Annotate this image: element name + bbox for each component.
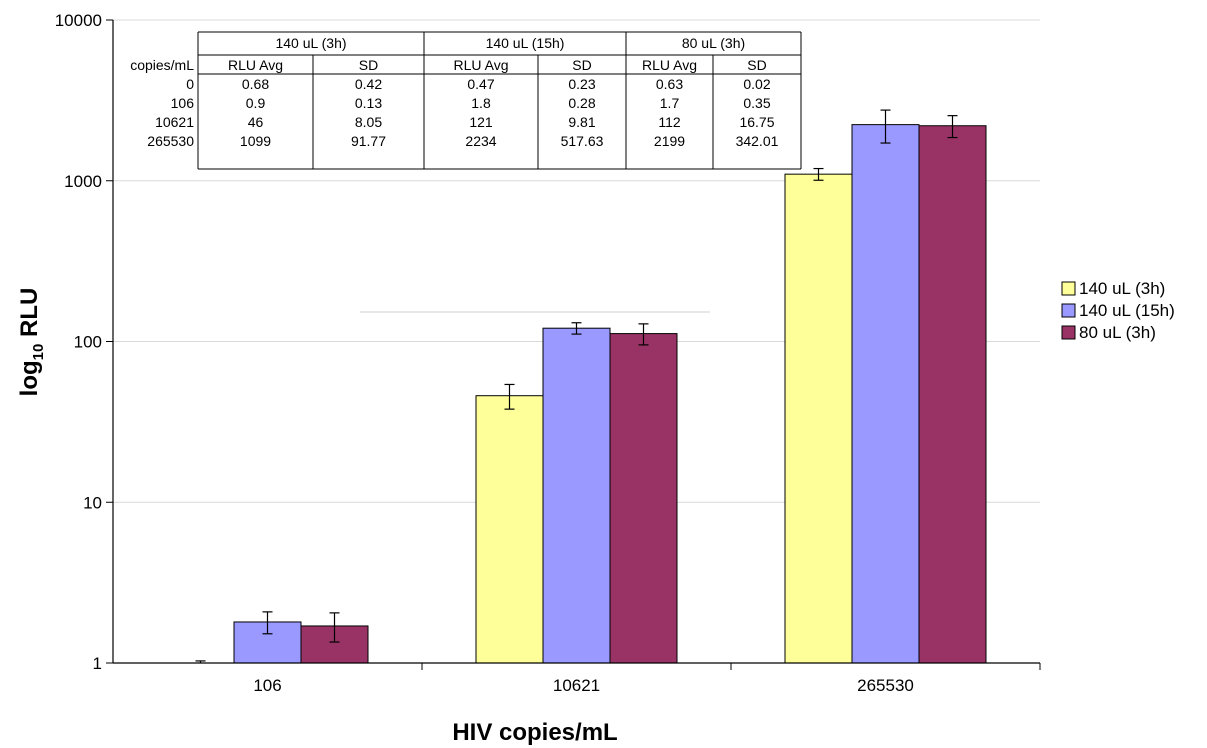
table-cell-0-3: 0.23 xyxy=(568,76,595,92)
legend-swatch-2 xyxy=(1061,325,1076,340)
axes xyxy=(106,19,1041,670)
table-cell-2-0: 46 xyxy=(248,114,264,130)
y-tick-label-10000: 10000 xyxy=(55,11,102,30)
x-tick-label-265530: 265530 xyxy=(857,676,914,695)
y-axis-title-subscript: 10 xyxy=(30,344,47,361)
table-cell-0-2: 0.47 xyxy=(467,76,494,92)
table-cell-1-4: 1.7 xyxy=(660,95,680,111)
table-cell-1-5: 0.35 xyxy=(743,95,770,111)
legend-label-0: 140 uL (3h) xyxy=(1079,279,1165,298)
legend-label-1: 140 uL (15h) xyxy=(1079,301,1175,320)
table-subheader-3: SD xyxy=(572,57,591,73)
x-axis-title: HIV copies/mL xyxy=(452,719,617,746)
table-row-label-3: 265530 xyxy=(147,133,194,149)
table-subheader-0: RLU Avg xyxy=(228,57,283,73)
x-tick-label-10621: 10621 xyxy=(553,676,600,695)
bar-2-0 xyxy=(784,173,853,664)
x-tick-labels: 106 10621 265530 xyxy=(253,676,914,695)
legend-swatch-1 xyxy=(1061,303,1076,318)
data-table: 140 uL (3h) 140 uL (15h) 80 uL (3h) copies/… xyxy=(130,31,802,170)
bars xyxy=(195,109,987,664)
table-cell-2-3: 9.81 xyxy=(568,114,595,130)
legend-label-2: 80 uL (3h) xyxy=(1079,323,1156,342)
y-tick-label-1: 1 xyxy=(93,654,102,673)
bar-2-1 xyxy=(851,124,920,664)
y-axis-title-rlu: RLU xyxy=(16,288,43,344)
table-cell-1-2: 1.8 xyxy=(471,95,491,111)
bar-1-1 xyxy=(542,327,611,664)
table-cell-3-4: 2199 xyxy=(654,133,685,149)
table-cell-3-1: 91.77 xyxy=(351,133,386,149)
table-subheader-5: SD xyxy=(747,57,766,73)
table-cell-2-5: 16.75 xyxy=(739,114,774,130)
table-cell-1-1: 0.13 xyxy=(355,95,382,111)
table-group-header-2: 80 uL (3h) xyxy=(682,35,745,51)
table-row-header-label: copies/mL xyxy=(130,57,194,73)
table-background xyxy=(198,32,801,169)
table-row-label-1: 106 xyxy=(171,95,195,111)
legend-swatch-0 xyxy=(1061,281,1076,296)
bar-1-0 xyxy=(475,395,544,664)
table-cell-3-2: 2234 xyxy=(465,133,496,149)
table-cell-0-1: 0.42 xyxy=(355,76,382,92)
table-subheader-2: RLU Avg xyxy=(454,57,509,73)
table-cell-2-1: 8.05 xyxy=(355,114,382,130)
table-cell-3-0: 1099 xyxy=(240,133,271,149)
table-cell-0-5: 0.02 xyxy=(743,76,770,92)
table-subheader-1: SD xyxy=(359,57,378,73)
legend: 140 uL (3h) 140 uL (15h) 80 uL (3h) xyxy=(1061,279,1175,342)
table-cell-3-3: 517.63 xyxy=(561,133,604,149)
y-tick-labels: 1 10 100 1000 10000 xyxy=(55,11,102,673)
table-cell-0-0: 0.68 xyxy=(242,76,269,92)
table-row-label-2: 10621 xyxy=(155,114,194,130)
y-tick-label-1000: 1000 xyxy=(64,172,102,191)
table-group-header-1: 140 uL (15h) xyxy=(486,35,565,51)
table-cell-1-3: 0.28 xyxy=(568,95,595,111)
y-axis-title: log10 RLU xyxy=(16,288,47,397)
bar-1-2 xyxy=(609,333,678,664)
table-cell-1-0: 0.9 xyxy=(246,95,266,111)
y-axis-title-log: log xyxy=(16,360,43,396)
table-cell-2-4: 112 xyxy=(658,114,681,130)
table-cell-3-5: 342.01 xyxy=(736,133,779,149)
x-tick-label-106: 106 xyxy=(253,676,281,695)
table-group-header-0: 140 uL (3h) xyxy=(275,35,346,51)
y-tick-label-10: 10 xyxy=(83,493,102,512)
table-subheader-4: RLU Avg xyxy=(642,57,697,73)
table-cell-0-4: 0.63 xyxy=(656,76,683,92)
bar-2-2 xyxy=(918,125,987,664)
y-tick-label-100: 100 xyxy=(74,333,102,352)
table-cell-2-2: 121 xyxy=(469,114,493,130)
table-row-label-0: 0 xyxy=(186,76,194,92)
